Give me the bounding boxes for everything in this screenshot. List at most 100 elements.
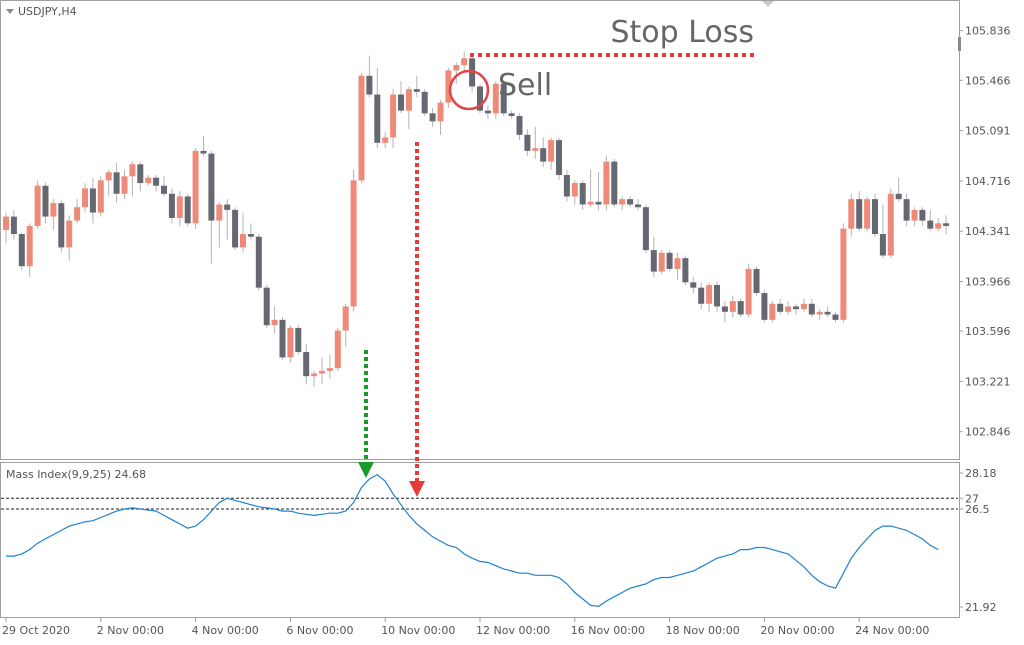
bearish-candle xyxy=(421,91,428,114)
bullish-candle xyxy=(571,183,578,197)
bearish-candle xyxy=(10,216,17,235)
time-tick-label: 2 Nov 00:00 xyxy=(97,624,164,637)
bearish-candle xyxy=(366,75,373,95)
bearish-candle xyxy=(295,327,302,353)
bearish-candle xyxy=(200,150,207,154)
time-tick-label: 12 Nov 00:00 xyxy=(476,624,550,637)
bearish-candle xyxy=(777,303,784,312)
bullish-candle xyxy=(176,196,183,218)
time-tick-label: 24 Nov 00:00 xyxy=(855,624,929,637)
indicator-title: Mass Index(9,9,25) 24.68 xyxy=(6,468,146,481)
bearish-candle xyxy=(856,199,863,229)
bearish-candle xyxy=(484,110,491,114)
price-tick-label: 105.836 xyxy=(965,25,1011,38)
price-tick-label: 103.596 xyxy=(965,325,1011,338)
bearish-candle xyxy=(208,153,215,221)
bearish-candle xyxy=(903,199,910,221)
bearish-candle xyxy=(761,293,768,320)
bullish-candle xyxy=(358,75,365,181)
bullish-candle xyxy=(911,209,918,221)
dropdown-triangle-icon[interactable] xyxy=(6,9,14,14)
bullish-candle xyxy=(129,164,136,177)
bearish-candle xyxy=(42,185,49,217)
mass-index-line xyxy=(6,473,939,608)
bearish-candle xyxy=(879,234,886,256)
bearish-candle xyxy=(398,94,404,111)
bullish-candle xyxy=(887,193,894,256)
bullish-candle xyxy=(121,176,128,194)
bearish-candle xyxy=(943,223,950,226)
bullish-candle xyxy=(216,204,223,221)
bullish-candle xyxy=(800,303,807,310)
bullish-candle xyxy=(619,199,626,205)
bullish-candle xyxy=(848,199,855,229)
bullish-candle xyxy=(145,177,152,184)
time-tick-label: 16 Nov 00:00 xyxy=(571,624,645,637)
indicator-tick-label: 21.92 xyxy=(965,601,997,614)
bullish-candle xyxy=(587,201,594,205)
stop-loss-label: Stop Loss xyxy=(610,15,754,50)
indicator-line-group xyxy=(6,473,939,608)
bullish-candle xyxy=(34,185,41,226)
bullish-candle xyxy=(74,207,81,221)
price-axis: 105.836 105.466 105.091 104.716 104.341 103.9… xyxy=(959,25,1011,439)
bullish-candle xyxy=(382,137,389,143)
bearish-candle xyxy=(247,234,254,237)
bearish-candle xyxy=(832,314,839,320)
bearish-candle xyxy=(650,250,657,272)
bullish-candle xyxy=(445,70,452,103)
indicator-tick-label: 28.18 xyxy=(965,467,997,480)
price-tick-label: 104.341 xyxy=(965,225,1011,238)
bearish-candle xyxy=(508,113,515,116)
price-scale-marker-icon[interactable] xyxy=(958,37,961,51)
bearish-candle xyxy=(579,183,586,205)
bullish-candle xyxy=(105,172,112,181)
bullish-candle xyxy=(437,102,444,122)
bullish-candle xyxy=(864,199,871,229)
bullish-candle xyxy=(3,216,9,230)
bullish-candle xyxy=(658,252,665,272)
price-tick-label: 102.846 xyxy=(965,426,1011,439)
bullish-candle xyxy=(745,268,752,315)
bullish-candle xyxy=(548,140,555,162)
bullish-candle xyxy=(390,94,397,138)
bullish-candle xyxy=(342,306,349,331)
bearish-candle xyxy=(642,207,649,251)
bullish-candle xyxy=(769,303,776,320)
time-tick-label: 20 Nov 00:00 xyxy=(760,624,834,637)
bullish-candle xyxy=(405,89,412,111)
bearish-candle xyxy=(611,161,618,205)
bearish-candle xyxy=(137,164,144,184)
bearish-candle xyxy=(58,203,65,248)
bearish-candle xyxy=(255,236,262,288)
bearish-candle xyxy=(303,352,310,377)
bullish-candle xyxy=(840,228,847,320)
bearish-candle xyxy=(413,89,420,92)
bullish-candle xyxy=(453,65,460,71)
indicator-tick-label: 27 xyxy=(965,492,979,505)
bullish-candle xyxy=(729,301,736,312)
bearish-candle xyxy=(927,220,934,229)
bearish-candle xyxy=(808,303,815,315)
bearish-candle xyxy=(556,140,562,176)
bearish-candle xyxy=(524,134,531,151)
bullish-candle xyxy=(816,311,823,315)
indicator-tick-label: 26.5 xyxy=(965,503,990,516)
bullish-candle xyxy=(674,258,681,269)
sell-label: Sell xyxy=(498,68,552,103)
bearish-candle xyxy=(224,204,231,210)
bearish-candle xyxy=(753,268,760,294)
bearish-candle xyxy=(698,287,705,304)
indicator-panel-frame xyxy=(0,462,960,618)
time-tick-label: 18 Nov 00:00 xyxy=(666,624,740,637)
chart-shift-marker-icon[interactable] xyxy=(762,1,774,7)
bearish-candle xyxy=(635,204,641,208)
bearish-candle xyxy=(721,306,728,312)
bullish-candle xyxy=(271,319,278,326)
bullish-candle xyxy=(240,234,246,248)
bullish-candle xyxy=(311,373,318,377)
bearish-candle xyxy=(89,188,96,213)
bullish-candle xyxy=(532,148,539,151)
